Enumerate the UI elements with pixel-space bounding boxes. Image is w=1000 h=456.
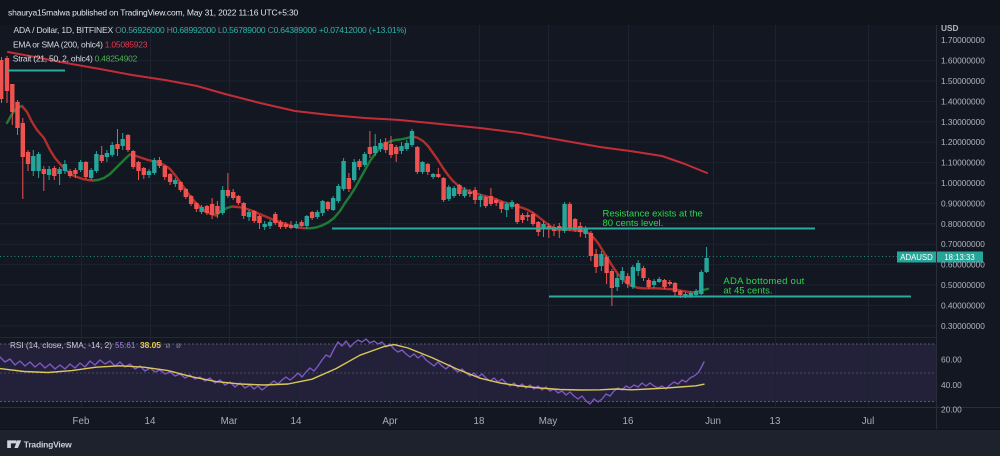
svg-text:ø: ø bbox=[166, 341, 171, 350]
svg-text:USD: USD bbox=[941, 23, 959, 33]
svg-text:1.40000000: 1.40000000 bbox=[941, 96, 985, 106]
svg-text:1.00000000: 1.00000000 bbox=[941, 178, 985, 188]
svg-text:0.70000000: 0.70000000 bbox=[941, 239, 985, 249]
svg-text:80 cents level.: 80 cents level. bbox=[603, 218, 664, 229]
svg-text:1.30000000: 1.30000000 bbox=[941, 117, 985, 127]
svg-text:0.60000000: 0.60000000 bbox=[941, 260, 985, 270]
svg-text:16: 16 bbox=[623, 416, 634, 427]
svg-text:1.70000000: 1.70000000 bbox=[941, 35, 985, 45]
svg-text:14: 14 bbox=[145, 416, 156, 427]
svg-text:0.40000000: 0.40000000 bbox=[941, 300, 985, 310]
svg-text:Strait (21, 50, 2, ohlc4) 0.48: Strait (21, 50, 2, ohlc4) 0.48254902 bbox=[13, 54, 138, 64]
svg-text:0.50000000: 0.50000000 bbox=[941, 280, 985, 290]
svg-text:18:13:33: 18:13:33 bbox=[944, 253, 974, 262]
svg-text:60.00: 60.00 bbox=[941, 355, 962, 365]
svg-text:1.60000000: 1.60000000 bbox=[941, 56, 985, 66]
svg-text:TradingView: TradingView bbox=[24, 439, 72, 449]
svg-text:18: 18 bbox=[474, 416, 485, 427]
svg-text:Feb: Feb bbox=[73, 416, 90, 427]
svg-text:ADAUSD: ADAUSD bbox=[900, 253, 933, 262]
svg-text:shaurya15malwa published on Tr: shaurya15malwa published on TradingView.… bbox=[8, 7, 299, 17]
svg-text:ADA bottomed out: ADA bottomed out bbox=[723, 276, 804, 287]
svg-text:Apr: Apr bbox=[382, 416, 398, 427]
svg-text:at 45 cents.: at 45 cents. bbox=[723, 285, 772, 296]
svg-text:EMA or SMA (200, ohlc4) 1.0508: EMA or SMA (200, ohlc4) 1.05085923 bbox=[13, 40, 148, 50]
svg-text:May: May bbox=[539, 416, 558, 427]
svg-text:0.30000000: 0.30000000 bbox=[941, 321, 985, 331]
svg-text:0.90000000: 0.90000000 bbox=[941, 198, 985, 208]
svg-text:1.50000000: 1.50000000 bbox=[941, 76, 985, 86]
svg-text:1.20000000: 1.20000000 bbox=[941, 137, 985, 147]
svg-text:38.05: 38.05 bbox=[140, 340, 161, 350]
svg-text:RSI (14, close, SMA, -14, 2): RSI (14, close, SMA, -14, 2) bbox=[10, 341, 112, 350]
svg-text:ADA / Dollar, 1D, BITFINEX O0: ADA / Dollar, 1D, BITFINEX O0.56926000 H… bbox=[14, 25, 407, 35]
svg-text:0.80000000: 0.80000000 bbox=[941, 219, 985, 229]
svg-text:14: 14 bbox=[291, 416, 302, 427]
svg-text:20.00: 20.00 bbox=[941, 405, 962, 415]
svg-text:Mar: Mar bbox=[221, 416, 239, 427]
svg-text:Jul: Jul bbox=[862, 416, 875, 427]
svg-text:ø: ø bbox=[176, 341, 181, 350]
svg-text:Jun: Jun bbox=[705, 416, 721, 427]
svg-text:40.00: 40.00 bbox=[941, 380, 962, 390]
svg-text:13: 13 bbox=[770, 416, 781, 427]
svg-text:Resistance exists at the: Resistance exists at the bbox=[603, 208, 703, 219]
svg-text:1.10000000: 1.10000000 bbox=[941, 158, 985, 168]
svg-text:55.61: 55.61 bbox=[115, 341, 136, 350]
